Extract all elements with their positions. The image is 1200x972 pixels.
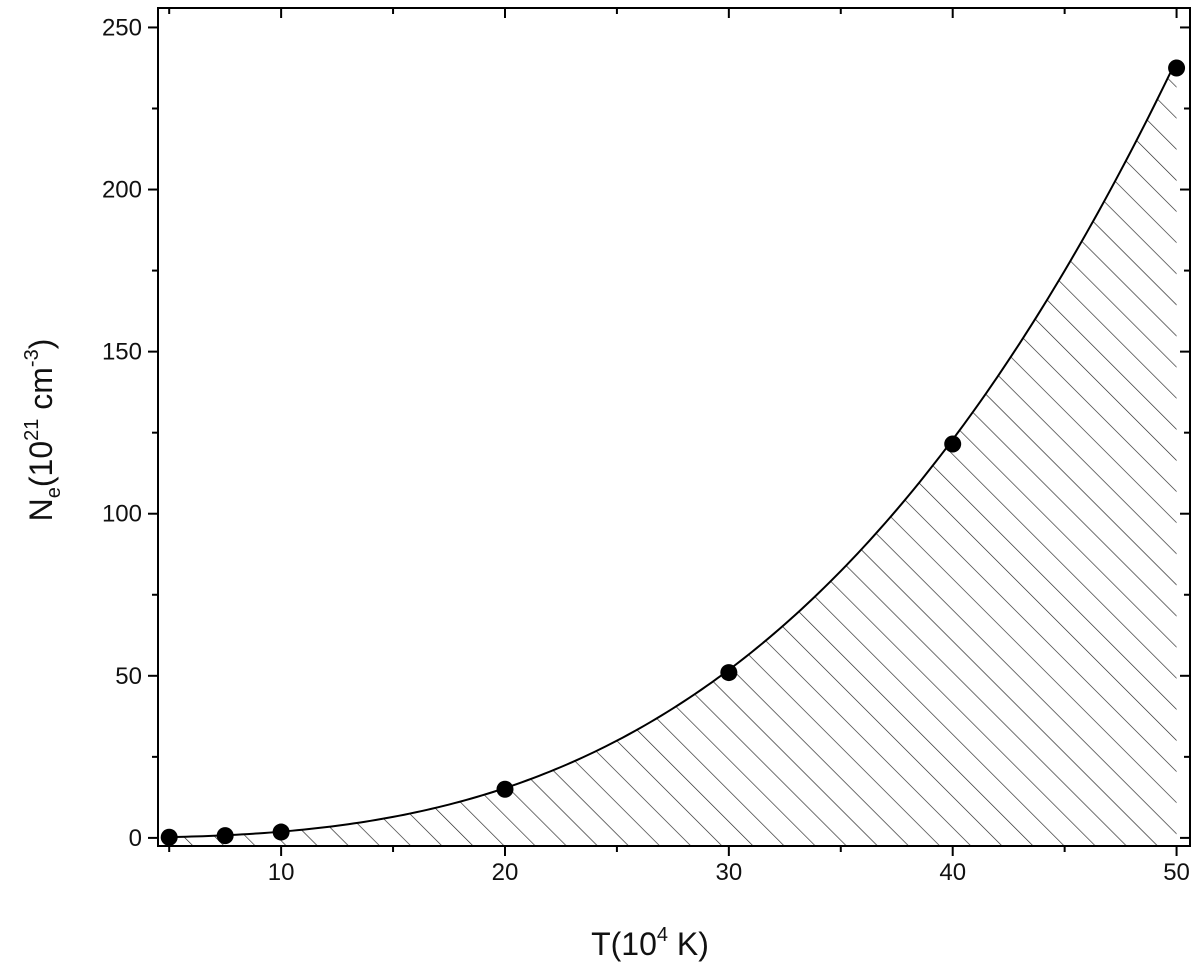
- data-point-5: [720, 664, 738, 682]
- data-point-3: [272, 823, 290, 841]
- x-tick-label: 30: [715, 859, 742, 886]
- data-point-2: [216, 827, 234, 845]
- data-points: [160, 59, 1186, 846]
- hatched-region: [169, 59, 1177, 846]
- plot-frame: [157, 7, 1191, 847]
- y-axis-title: Ne(1021 cm-3): [21, 339, 65, 522]
- plot-area: [160, 59, 1186, 846]
- y-tick-label: 50: [115, 663, 142, 690]
- fit-curve: [169, 59, 1178, 839]
- x-tick-label: 40: [939, 859, 966, 886]
- y-axis-tick-labels: 0 50 100 150 200 250: [102, 14, 142, 851]
- y-axis-ticks: [148, 26, 1190, 839]
- y-tick-label: 0: [129, 825, 142, 852]
- x-tick-label: 20: [492, 859, 519, 886]
- data-point-6: [944, 435, 962, 453]
- data-point-7: [1168, 59, 1186, 77]
- x-axis-tick-labels: 10 20 30 40 50: [268, 859, 1190, 886]
- data-point-1: [160, 828, 178, 846]
- y-tick-label: 250: [102, 14, 142, 41]
- y-tick-label: 100: [102, 501, 142, 528]
- x-axis-title: T(104 K): [591, 924, 709, 962]
- data-point-4: [496, 780, 514, 798]
- y-tick-label: 200: [102, 177, 142, 204]
- y-tick-label: 150: [102, 339, 142, 366]
- x-tick-label: 50: [1163, 859, 1190, 886]
- x-tick-label: 10: [268, 859, 295, 886]
- x-axis-ticks: [168, 8, 1178, 856]
